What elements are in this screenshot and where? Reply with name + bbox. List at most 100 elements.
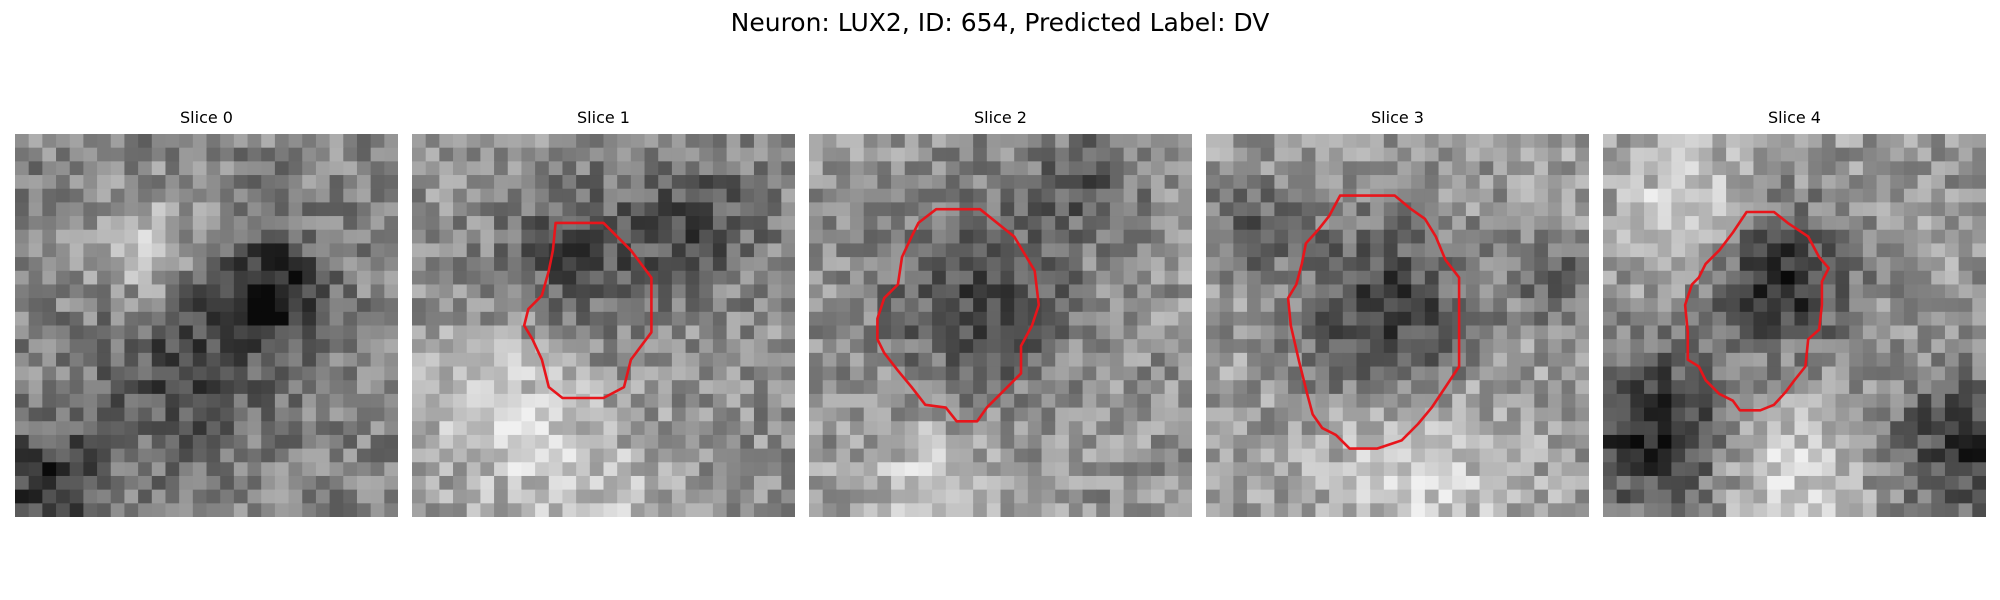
pixel — [124, 202, 139, 217]
pixel — [1616, 393, 1631, 409]
pixel — [220, 270, 235, 286]
pixel — [1288, 421, 1303, 436]
pixel — [370, 421, 385, 436]
pixel — [740, 380, 755, 395]
pixel — [1233, 257, 1248, 272]
pixel — [945, 434, 961, 450]
pixel — [1438, 161, 1453, 176]
pixel — [589, 257, 605, 272]
pixel — [1068, 311, 1084, 327]
pixel — [1150, 325, 1166, 340]
pixel — [850, 284, 865, 299]
pixel — [261, 161, 276, 176]
pixel — [1247, 503, 1262, 517]
pixel — [15, 257, 30, 272]
pixel — [151, 270, 167, 286]
pixel — [1903, 366, 1919, 381]
pixel — [1438, 421, 1453, 436]
pixel — [562, 475, 577, 491]
pixel — [521, 503, 536, 517]
pixel — [1452, 380, 1467, 395]
pixel — [28, 380, 43, 395]
pixel — [138, 134, 153, 149]
pixel — [1862, 270, 1878, 286]
pixel — [1424, 175, 1440, 190]
pixel — [1178, 434, 1192, 450]
pixel — [315, 298, 331, 313]
pixel — [1547, 462, 1563, 477]
pixel — [1479, 216, 1494, 231]
pixel — [138, 475, 153, 491]
pixel — [1671, 188, 1686, 203]
pixel — [562, 393, 577, 409]
pixel — [425, 366, 440, 381]
pixel — [576, 229, 591, 245]
pixel — [1630, 147, 1645, 162]
pixel — [1123, 434, 1138, 450]
pixel — [1452, 257, 1467, 272]
slice-image-2 — [809, 134, 1192, 517]
pixel — [1096, 393, 1111, 409]
pixel — [1958, 134, 1973, 149]
pixel — [562, 407, 577, 422]
pixel — [1329, 475, 1344, 491]
pixel — [904, 161, 920, 176]
pixel — [1561, 298, 1576, 313]
pixel — [617, 407, 632, 422]
pixel — [986, 202, 1002, 217]
pixel — [1041, 188, 1056, 203]
pixel — [412, 393, 427, 409]
pixel — [1712, 216, 1727, 231]
pixel — [1712, 229, 1727, 245]
pixel — [1575, 134, 1589, 149]
pixel — [1055, 366, 1070, 381]
pixel — [1301, 434, 1317, 450]
pixel — [1288, 188, 1303, 203]
pixel — [1219, 503, 1234, 517]
pixel — [1712, 175, 1727, 190]
pixel — [1397, 462, 1412, 477]
pixel — [767, 188, 782, 203]
pixel — [288, 188, 303, 203]
pixel — [658, 462, 673, 477]
pixel — [1616, 434, 1631, 450]
pixel — [1630, 270, 1645, 286]
pixel — [1506, 434, 1522, 450]
pixel — [384, 352, 398, 368]
pixel — [261, 393, 276, 409]
pixel — [973, 229, 988, 245]
pixel — [767, 161, 782, 176]
pixel — [1109, 339, 1125, 354]
pixel — [836, 229, 851, 245]
pixel — [1014, 216, 1029, 231]
pixel — [1164, 147, 1179, 162]
pixel — [1438, 188, 1453, 203]
pixel — [932, 448, 947, 463]
pixel — [1876, 202, 1891, 217]
pixel — [1452, 188, 1467, 203]
pixel — [412, 434, 427, 450]
pixel — [261, 462, 276, 477]
pixel — [1753, 270, 1768, 286]
pixel — [740, 188, 755, 203]
pixel — [1644, 434, 1659, 450]
pixel — [1370, 243, 1385, 258]
pixel — [1014, 434, 1029, 450]
pixel — [1397, 503, 1412, 517]
pixel — [1849, 421, 1864, 436]
pixel — [1726, 257, 1741, 272]
pixel — [603, 421, 618, 436]
pixel — [1931, 448, 1946, 463]
pixel — [1219, 448, 1234, 463]
pixel — [1301, 503, 1317, 517]
pixel — [370, 475, 385, 491]
pixel — [110, 434, 126, 450]
pixel — [781, 325, 795, 340]
pixel — [1206, 448, 1221, 463]
pixel — [973, 393, 988, 409]
pixel — [165, 448, 180, 463]
pixel — [781, 216, 795, 231]
pixel — [1123, 284, 1138, 299]
pixel — [1534, 134, 1549, 149]
pixel — [1547, 134, 1563, 149]
